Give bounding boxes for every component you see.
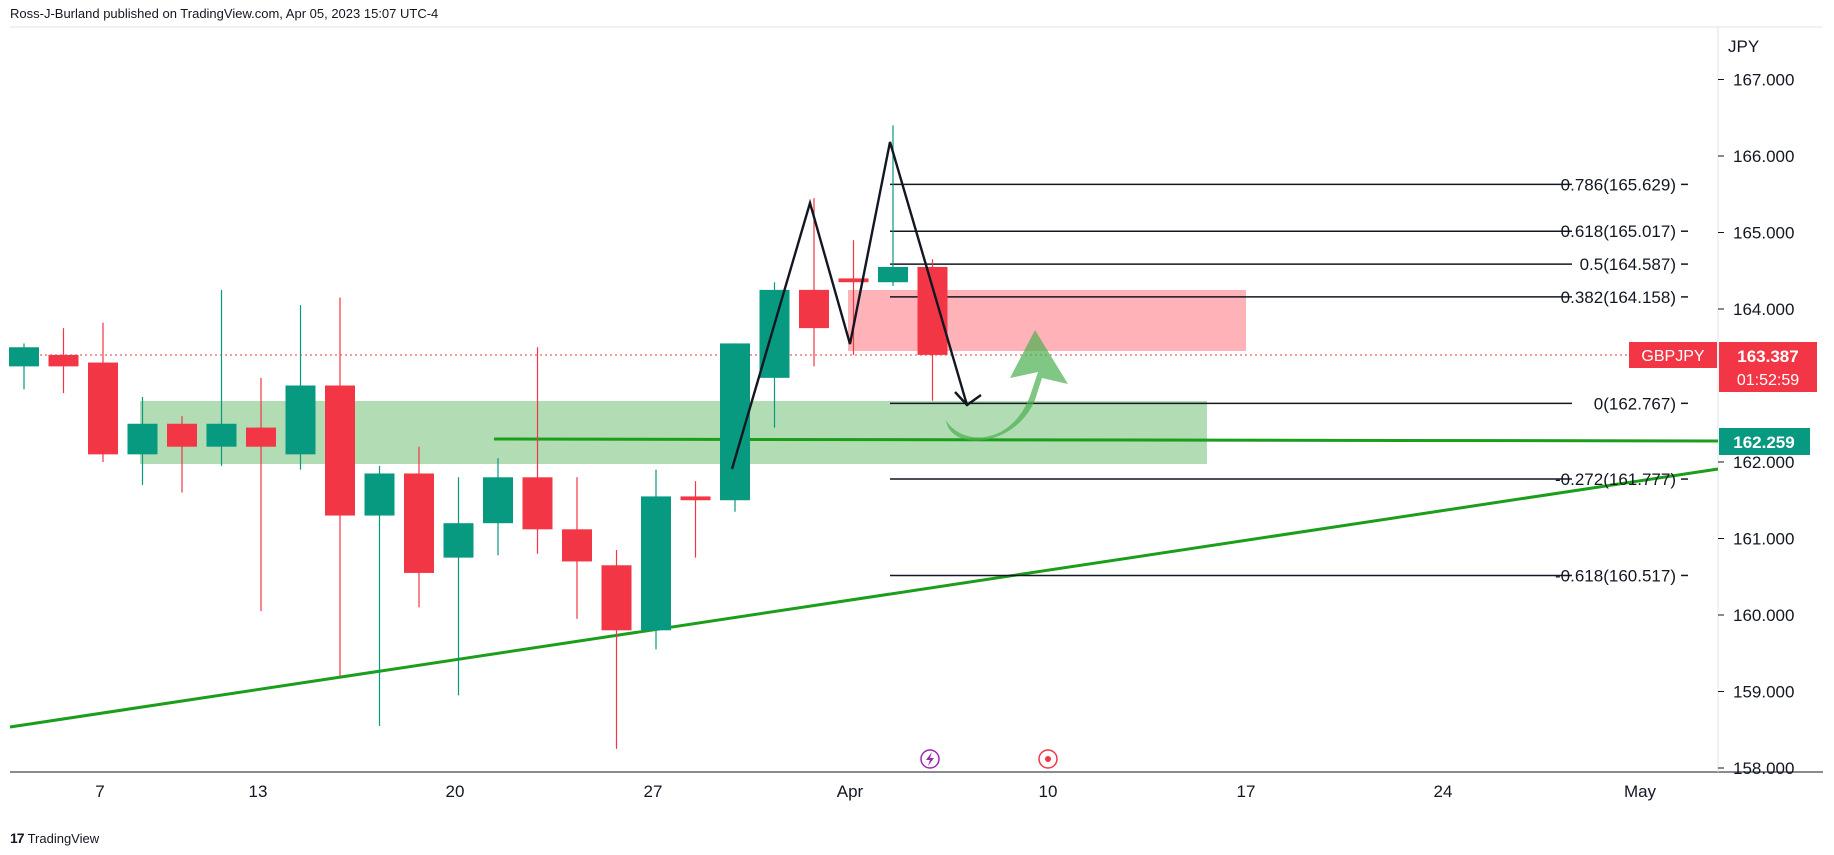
candle-body-up — [443, 523, 474, 558]
candle-body-down — [167, 423, 197, 447]
fibonacci-extension[interactable]: 0.786(165.629) 0.618(165.017) 0.5(164.587)… — [890, 175, 1688, 585]
time-tick-label: 7 — [95, 782, 104, 801]
candle-body-down — [799, 289, 829, 329]
candle-body-up — [9, 347, 39, 367]
time-tick-label: Apr — [837, 782, 864, 801]
candle-body-down — [838, 278, 869, 283]
tradingview-logo-text: TradingView — [27, 830, 100, 846]
price-tick-label: 165.000 — [1733, 224, 1794, 243]
time-axis[interactable]: 7 13 20 27 Apr 10 17 24 May — [95, 782, 1656, 801]
candle-body-up — [364, 473, 395, 516]
time-tick-label: 24 — [1434, 782, 1453, 801]
green-curved-arrow — [946, 330, 1068, 441]
candle-body-up — [285, 385, 316, 455]
candle-body-down — [680, 496, 711, 501]
support-line — [493, 437, 1719, 443]
candle-body-up — [641, 496, 671, 631]
support-zone — [140, 401, 1207, 464]
ascending-trendline — [9, 467, 1719, 729]
target-event-icon[interactable] — [1038, 749, 1058, 769]
price-tick-label: 159.000 — [1733, 683, 1794, 702]
support-tag-value: 162.259 — [1733, 433, 1794, 452]
time-tick-label: 17 — [1237, 782, 1256, 801]
tradingview-logo[interactable]: 17 TradingView — [10, 830, 99, 846]
price-tag-countdown: 01:52:59 — [1737, 372, 1799, 389]
price-tick-label: 166.000 — [1733, 147, 1794, 166]
candle-body-up — [483, 477, 513, 524]
fib-level-label: -0.272(161.777) — [1555, 470, 1676, 489]
symbol-tag-name: GBPJPY — [1641, 348, 1704, 365]
candle-body-down — [522, 477, 553, 530]
candle-body-up — [878, 266, 908, 283]
candle-body-up — [759, 289, 790, 378]
pattern-arrowhead — [954, 391, 982, 407]
symbol-tag-bg — [1629, 342, 1717, 368]
fib-level-label: -0.618(160.517) — [1555, 566, 1676, 585]
price-tick-label: 158.000 — [1733, 759, 1794, 778]
price-axis-currency: JPY — [1728, 37, 1759, 56]
time-tick-label: 10 — [1039, 782, 1058, 801]
double-top-pattern-line[interactable] — [730, 141, 969, 470]
resistance-zone — [848, 290, 1246, 351]
price-tick-label: 164.000 — [1733, 300, 1794, 319]
symbol-price-tag[interactable]: GBPJPY 163.387 01:52:59 — [1629, 342, 1817, 392]
candle-body-down — [562, 529, 592, 562]
time-tick-label: 20 — [446, 782, 465, 801]
candle-body-down — [88, 362, 118, 455]
price-tag-value: 163.387 — [1737, 347, 1798, 366]
candle-body-down — [246, 427, 276, 447]
fib-level-label: 0.618(165.017) — [1561, 222, 1676, 241]
candle-body-down — [917, 266, 948, 355]
price-tick-label: 161.000 — [1733, 530, 1794, 549]
price-tick-label: 160.000 — [1733, 606, 1794, 625]
fib-level-label: 0(162.767) — [1594, 394, 1676, 413]
candle-body-down — [325, 385, 355, 516]
publisher-info: Ross-J-Burland published on TradingView.… — [10, 6, 439, 21]
fib-level-label: 0.786(165.629) — [1561, 175, 1676, 194]
candle-body-down — [404, 473, 434, 573]
candles — [9, 125, 948, 749]
lightning-event-icon[interactable] — [920, 749, 940, 769]
support-tag-bg — [1719, 428, 1810, 455]
price-tag-bg — [1719, 342, 1817, 392]
candle-body-down — [48, 354, 79, 367]
time-tick-label: 27 — [644, 782, 663, 801]
price-tick-label: 162.000 — [1733, 453, 1794, 472]
candle-body-down — [601, 565, 632, 631]
price-tick-label: 167.000 — [1733, 71, 1794, 90]
tradingview-mark-icon: 17 — [10, 830, 25, 846]
candle-body-up — [127, 423, 158, 455]
support-price-tag[interactable]: 162.259 — [1719, 428, 1810, 455]
time-tick-label: May — [1624, 782, 1657, 801]
fib-level-label: 0.382(164.158) — [1561, 288, 1676, 307]
fib-level-label: 0.5(164.587) — [1580, 255, 1676, 274]
price-axis[interactable]: 167.000 166.000 165.000 164.000 162.000 161.0… — [1718, 71, 1794, 779]
time-tick-label: 13 — [249, 782, 268, 801]
candle-body-up — [206, 423, 237, 447]
